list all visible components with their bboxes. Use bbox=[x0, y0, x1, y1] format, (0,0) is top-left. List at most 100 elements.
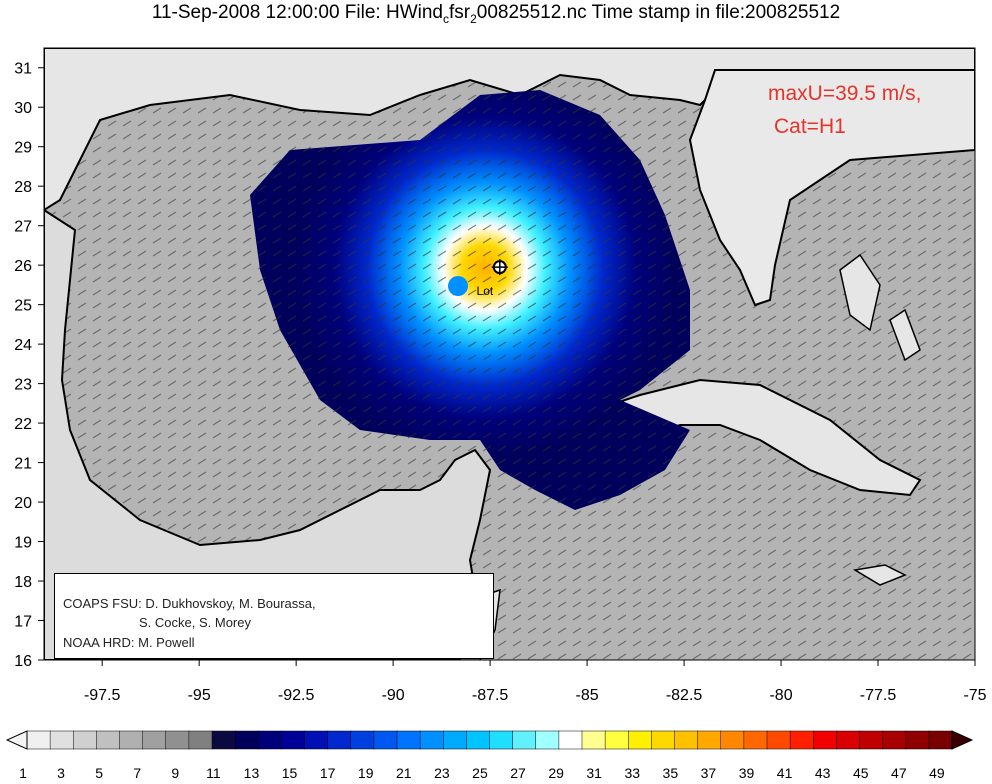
colorbar-bin bbox=[859, 730, 884, 750]
lat-tick-label: 20 bbox=[14, 495, 32, 512]
lat-tick-label: 25 bbox=[14, 298, 32, 315]
colorbar-bin bbox=[535, 730, 560, 750]
colorbar-bin bbox=[905, 730, 930, 750]
colorbar-label: 29 bbox=[548, 765, 564, 781]
colorbar-bin bbox=[743, 730, 768, 750]
colorbar-bin bbox=[350, 730, 375, 750]
colorbar-bin bbox=[628, 730, 653, 750]
map-plot-area bbox=[44, 48, 975, 660]
colorbar-bin bbox=[119, 730, 144, 750]
lat-tick-label: 26 bbox=[14, 258, 32, 275]
credit-line-2: S. Cocke, S. Morey bbox=[139, 615, 251, 630]
credit-line-1: COAPS FSU: D. Dukhovskoy, M. Bourassa, bbox=[63, 596, 316, 611]
colorbar-label: 5 bbox=[95, 765, 103, 781]
lat-tick-label: 21 bbox=[14, 456, 32, 473]
colorbar-bin bbox=[281, 730, 306, 750]
colorbar-bin bbox=[258, 730, 283, 750]
lon-tick-label: -95 bbox=[188, 687, 211, 704]
colorbar-bin bbox=[558, 730, 583, 750]
lat-tick-label: 18 bbox=[14, 574, 32, 591]
colorbar-label: 15 bbox=[282, 765, 298, 781]
colorbar-bin bbox=[928, 730, 953, 750]
colorbar-label: 13 bbox=[244, 765, 260, 781]
colorbar-label: 27 bbox=[510, 765, 526, 781]
lat-tick-label: 23 bbox=[14, 377, 32, 394]
lon-tick-label: -75 bbox=[963, 687, 986, 704]
colorbar-label: 17 bbox=[320, 765, 336, 781]
colorbar-label: 49 bbox=[929, 765, 945, 781]
colorbar-bin bbox=[142, 730, 167, 750]
colorbar-bin bbox=[234, 730, 259, 750]
land-bahamas bbox=[839, 253, 921, 362]
colorbar-bin bbox=[720, 730, 745, 750]
colorbar-label: 1 bbox=[19, 765, 27, 781]
colorbar-label: 37 bbox=[701, 765, 717, 781]
credits-box: COAPS FSU: D. Dukhovskoy, M. Bourassa, S… bbox=[54, 573, 494, 659]
lat-tick-label: 17 bbox=[14, 614, 32, 631]
colorbar-label: 35 bbox=[663, 765, 679, 781]
colorbar: 1 3 5 7 9 11 13 15 17 19 21 23 25 27 29 31 33 35 37 39 41 43 4… bbox=[5, 730, 974, 781]
lat-tick-label: 19 bbox=[14, 535, 32, 552]
colorbar-bin bbox=[419, 730, 444, 750]
lon-tick-label: -80 bbox=[769, 687, 792, 704]
land-mexico bbox=[44, 208, 492, 660]
storm-center-marker bbox=[491, 259, 508, 276]
colorbar-bin bbox=[466, 730, 491, 750]
colorbar-label: 19 bbox=[358, 765, 374, 781]
lat-tick-label: 30 bbox=[14, 100, 32, 117]
colorbar-label: 21 bbox=[396, 765, 412, 781]
lat-tick-label: 29 bbox=[14, 140, 32, 157]
lon-tick-label: -90 bbox=[382, 687, 405, 704]
credit-line-3: NOAA HRD: M. Powell bbox=[63, 635, 195, 650]
colorbar-label: 23 bbox=[434, 765, 450, 781]
colorbar-bin bbox=[674, 730, 699, 750]
colorbar-label: 9 bbox=[171, 765, 179, 781]
colorbar-label: 45 bbox=[853, 765, 869, 781]
colorbar-label: 41 bbox=[777, 765, 793, 781]
land-jamaica bbox=[852, 564, 907, 586]
lat-tick-label: 24 bbox=[14, 337, 32, 354]
colorbar-label: 11 bbox=[206, 765, 221, 781]
page-title: 11-Sep-2008 12:00:00 File: HWindcfsr2008… bbox=[151, 2, 841, 26]
colorbar-bin bbox=[49, 730, 74, 750]
colorbar-bin bbox=[766, 730, 791, 750]
colorbar-bin bbox=[443, 730, 468, 750]
colorbar-bin bbox=[697, 730, 722, 750]
category-annotation: Cat=H1 bbox=[774, 115, 846, 138]
colorbar-label: 33 bbox=[624, 765, 640, 781]
lon-tick-label: -77.5 bbox=[860, 687, 897, 704]
lat-tick-label: 27 bbox=[14, 219, 32, 236]
colorbar-bin bbox=[73, 730, 98, 750]
colorbar-bin bbox=[396, 730, 421, 750]
lon-tick-label: -82.5 bbox=[666, 687, 703, 704]
lon-axis: -97.5 -95 -92.5 -90 -87.5 -85 -82.5 -80 -77.5 -75 bbox=[84, 660, 987, 704]
colorbar-label: 39 bbox=[739, 765, 755, 781]
colorbar-bin bbox=[165, 730, 190, 750]
lat-axis: 16 17 18 19 20 21 22 23 24 25 26 27 28 29 30 31 bbox=[14, 61, 44, 670]
colorbar-bin bbox=[882, 730, 907, 750]
lon-tick-label: -92.5 bbox=[278, 687, 315, 704]
lon-tick-label: -87.5 bbox=[472, 687, 509, 704]
colorbar-bin bbox=[26, 730, 51, 750]
colorbar-bin bbox=[327, 730, 352, 750]
lat-tick-label: 16 bbox=[14, 653, 32, 670]
colorbar-bin bbox=[96, 730, 121, 750]
max-wind-annotation: maxU=39.5 m/s, bbox=[768, 82, 922, 105]
colorbar-label: 25 bbox=[472, 765, 488, 781]
lat-tick-label: 22 bbox=[14, 416, 32, 433]
colorbar-bin bbox=[489, 730, 514, 750]
colorbar-bin bbox=[836, 730, 861, 750]
colorbar-label: 47 bbox=[891, 765, 907, 781]
colorbar-label: 43 bbox=[815, 765, 831, 781]
colorbar-label: 31 bbox=[586, 765, 602, 781]
colorbar-arrow-high bbox=[951, 730, 974, 750]
lon-tick-label: -85 bbox=[576, 687, 599, 704]
colorbar-bin bbox=[651, 730, 676, 750]
colorbar-bin bbox=[373, 730, 398, 750]
storm-center-label: Lot bbox=[477, 284, 494, 298]
colorbar-bin bbox=[211, 730, 236, 750]
colorbar-bin bbox=[581, 730, 606, 750]
plot-frame bbox=[43, 47, 976, 661]
colorbar-bin bbox=[813, 730, 838, 750]
